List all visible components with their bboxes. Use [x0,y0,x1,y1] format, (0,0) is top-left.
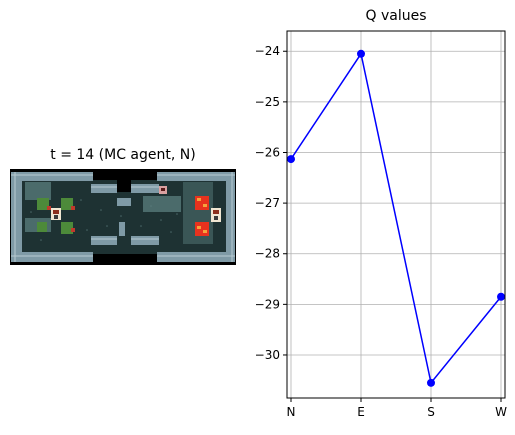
creature-sprite [159,186,167,194]
y-tick-label: −24 [255,44,280,58]
wall-top-left [11,172,93,181]
q-value-line [290,51,502,385]
q-value-point-w [497,292,505,301]
q-value-point-n [287,155,295,164]
grid-world-map [11,170,235,264]
plot-frame [286,30,506,399]
environment-view [10,169,236,265]
wall-bottom-left [11,252,93,262]
npc-sprite [211,208,221,222]
wall-bottom-right [157,252,235,262]
x-tick-label: E [357,405,365,419]
y-tick-label: −26 [255,145,280,159]
y-tick-label: −25 [255,95,280,109]
environment-title: t = 14 (MC agent, N) [50,147,196,163]
x-tick-label: S [427,405,435,419]
y-tick-label: −29 [255,297,280,311]
q-value-point-e [357,49,365,58]
y-tick-label: −30 [255,348,280,362]
x-tick-label: W [495,405,507,419]
chart-title: Q values [365,8,427,24]
wall-top-right [157,172,235,181]
lava-tiles [195,196,209,236]
y-tick-label: −27 [255,196,280,210]
wall-left [11,172,22,262]
y-tick-label: −28 [255,247,280,261]
q-value-point-s [427,378,435,387]
x-tick-label: N [287,405,296,419]
agent-sprite [51,208,61,220]
wall-right [226,172,235,262]
